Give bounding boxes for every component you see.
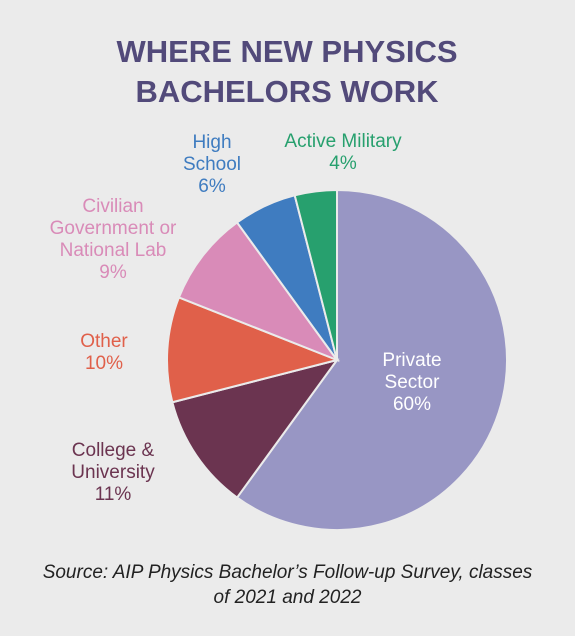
source-note: Source: AIP Physics Bachelor’s Follow-up… — [42, 562, 533, 608]
slice-label: Active Military 4% — [243, 131, 443, 175]
slice-label: High School 6% — [167, 132, 257, 198]
value-label: 11% — [94, 484, 132, 505]
value-label: 6% — [198, 176, 226, 197]
value-label: 4% — [329, 153, 357, 174]
category-label: Civilian Government or National Lab — [49, 196, 177, 261]
pie-slice — [293, 188, 338, 361]
slice-label: Private Sector 60% — [362, 350, 462, 416]
slice-label: College & University 11% — [43, 440, 183, 506]
category-label: Private Sector — [382, 350, 442, 393]
pie-slice — [171, 358, 340, 499]
category-label: Other — [80, 331, 128, 352]
category-label: Active Military — [284, 131, 402, 152]
slice-label: Other 10% — [54, 331, 154, 375]
value-label: 10% — [84, 353, 124, 374]
chart-title: WHERE NEW PHYSICS BACHELORS WORK — [116, 34, 458, 109]
value-label: 60% — [392, 394, 432, 415]
value-label: 9% — [99, 262, 127, 283]
category-label: High School — [182, 132, 242, 175]
category-label: College & University — [71, 440, 155, 483]
pie-slice — [177, 221, 340, 363]
pie-slice — [235, 188, 508, 531]
pie-slice — [166, 296, 341, 404]
slice-label: Civilian Government or National Lab 9% — [33, 196, 193, 284]
